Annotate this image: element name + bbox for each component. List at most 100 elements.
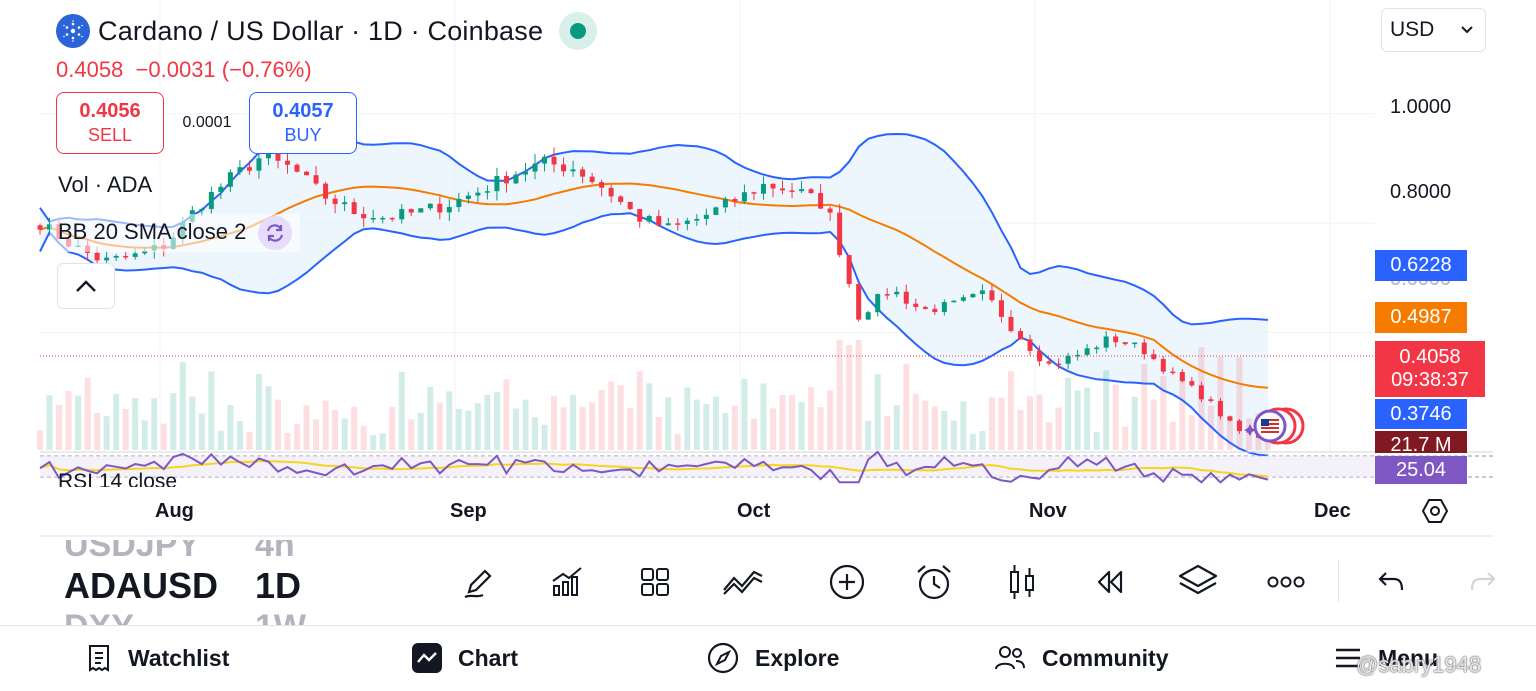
- symbol-option[interactable]: USDJPY: [64, 540, 200, 565]
- bollinger-band-fill: [40, 128, 1268, 456]
- candle: [846, 254, 852, 288]
- price-axis-label: 1.0000: [1390, 96, 1452, 118]
- candle: [475, 187, 481, 203]
- symbol-option[interactable]: DXY: [64, 608, 134, 625]
- volume-bar: [1074, 390, 1081, 450]
- symbol-selected[interactable]: ADAUSD: [64, 565, 219, 606]
- candles-icon[interactable]: [1000, 560, 1044, 604]
- rsi-legend[interactable]: RSI 14 close: [50, 468, 177, 487]
- candle: [627, 201, 633, 211]
- volume-bar: [94, 412, 101, 450]
- nav-watchlist[interactable]: Watchlist: [86, 636, 229, 680]
- collapse-legend-button[interactable]: [57, 263, 115, 309]
- candle: [903, 284, 909, 310]
- sell-price: 0.4056: [79, 100, 141, 122]
- toolbar-divider: [1338, 560, 1339, 602]
- volume-bar: [341, 418, 348, 450]
- candle: [465, 191, 471, 204]
- volume-bar: [598, 389, 605, 450]
- volume-bar: [122, 408, 129, 450]
- volume-bar: [693, 399, 700, 450]
- volume-bar: [1141, 364, 1148, 450]
- interval-selected[interactable]: 1D: [255, 565, 302, 606]
- volume-bar: [398, 371, 405, 450]
- volume-bar: [84, 377, 91, 450]
- volume-bar: [570, 394, 577, 450]
- drawing-tools-icon[interactable]: [721, 560, 765, 604]
- volume-bar: [1131, 396, 1138, 450]
- candle: [342, 196, 348, 212]
- buy-button[interactable]: 0.4057 BUY: [249, 92, 357, 154]
- candle: [1160, 356, 1166, 374]
- cardano-logo-icon: [56, 14, 90, 48]
- candle: [446, 199, 452, 222]
- volume-bar: [427, 386, 434, 450]
- volume-bar: [417, 412, 424, 450]
- spread-value: 0.0001: [182, 114, 232, 131]
- candle: [1113, 333, 1119, 348]
- economic-events-badge[interactable]: [1240, 406, 1306, 446]
- chart-title[interactable]: Cardano / US Dollar · 1D · Coinbase: [98, 15, 544, 46]
- draw-pen-icon[interactable]: [457, 560, 501, 604]
- layers-icon[interactable]: [1176, 560, 1220, 604]
- nav-community[interactable]: Community: [994, 636, 1169, 680]
- redo-icon[interactable]: [1460, 560, 1504, 604]
- candle: [1103, 331, 1109, 352]
- sell-button[interactable]: 0.4056 SELL: [56, 92, 164, 154]
- volume-bar: [969, 433, 976, 450]
- candle: [875, 293, 881, 317]
- bollinger-legend[interactable]: BB 20 SMA close 2: [50, 214, 301, 252]
- interval-option[interactable]: 1W: [255, 608, 306, 625]
- candle: [665, 217, 671, 226]
- volume-bar: [227, 404, 234, 450]
- add-circle-icon[interactable]: [825, 560, 869, 604]
- volume-tag: 21.7 M: [1375, 431, 1467, 453]
- candle: [1151, 349, 1157, 361]
- refresh-icon[interactable]: [258, 216, 293, 250]
- candle: [780, 180, 786, 195]
- currency-select[interactable]: USD: [1381, 8, 1486, 52]
- interval-option[interactable]: 4h: [255, 540, 295, 564]
- volume-bar: [1226, 419, 1233, 450]
- candle: [456, 192, 462, 213]
- volume-bar: [560, 407, 567, 450]
- alarm-clock-icon[interactable]: [912, 560, 956, 604]
- volume-bar: [960, 401, 967, 450]
- candle: [760, 176, 766, 200]
- volume-bar: [265, 386, 272, 450]
- time-axis-label: Sep: [450, 500, 487, 522]
- nav-explore[interactable]: Explore: [707, 636, 839, 680]
- volume-bar: [313, 419, 320, 450]
- price-change: −0.0031 (−0.76%): [135, 57, 312, 82]
- candle: [856, 282, 862, 322]
- volume-bar: [665, 397, 672, 450]
- more-dots-icon[interactable]: [1264, 560, 1308, 604]
- candle: [1056, 358, 1062, 369]
- symbol-picker[interactable]: USDJPY 4h ADAUSD 1D DXY 1W: [64, 540, 424, 625]
- candle: [1236, 419, 1242, 434]
- candle: [1017, 328, 1023, 340]
- candle: [351, 198, 357, 215]
- price-axis-label: 0.8000: [1390, 181, 1452, 203]
- candle: [208, 186, 214, 214]
- indicators-icon[interactable]: [545, 560, 589, 604]
- candle: [770, 182, 776, 198]
- chevron-up-icon: [76, 280, 96, 292]
- volume-bar: [503, 379, 510, 450]
- volume-legend[interactable]: Vol · ADA: [50, 170, 161, 200]
- layouts-grid-icon[interactable]: [633, 560, 677, 604]
- volume-bar: [988, 397, 995, 450]
- chart-settings-button[interactable]: [1418, 494, 1452, 528]
- symbol-title-row[interactable]: Cardano / US Dollar · 1D · Coinbase: [56, 12, 598, 50]
- candle: [218, 183, 224, 200]
- price-change-row: 0.4058 −0.0031 (−0.76%): [56, 57, 312, 83]
- nav-chart[interactable]: Chart: [412, 636, 518, 680]
- candle: [570, 160, 576, 177]
- market-open-indicator[interactable]: [559, 12, 598, 50]
- nav-menu[interactable]: Menu: [1334, 636, 1438, 680]
- volume-bar: [589, 402, 596, 450]
- replay-icon[interactable]: [1088, 560, 1132, 604]
- undo-icon[interactable]: [1370, 560, 1414, 604]
- candle: [580, 166, 586, 184]
- volume-bar: [684, 387, 691, 450]
